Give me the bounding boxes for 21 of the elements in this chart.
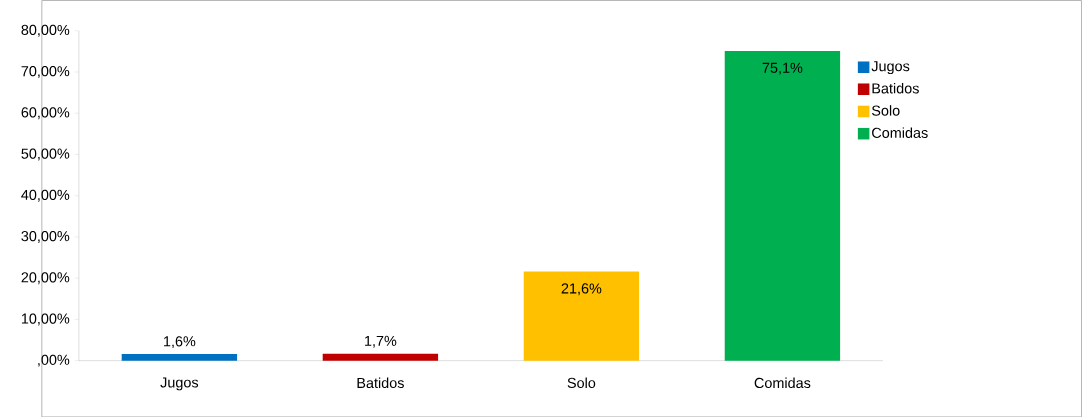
y-tick-label: 40,00% bbox=[21, 189, 70, 202]
y-tick-label: 60,00% bbox=[21, 107, 70, 119]
y-tick-label: 30,00% bbox=[21, 230, 70, 243]
y-tick-label: 80,00% bbox=[21, 24, 70, 37]
legend-label: Comidas bbox=[872, 127, 928, 138]
data-label: 1,6% bbox=[164, 335, 196, 348]
data-label: 1,7% bbox=[365, 335, 397, 348]
x-tick-label: Jugos bbox=[160, 377, 199, 391]
legend-label: Batidos bbox=[872, 82, 919, 94]
data-label: 21,6% bbox=[561, 283, 602, 296]
x-tick-label: Solo bbox=[567, 377, 596, 388]
y-tick-label: ,00% bbox=[38, 354, 70, 367]
y-tick-label: 70,00% bbox=[21, 65, 70, 78]
y-tick-label: 10,00% bbox=[21, 313, 70, 326]
y-tick-label: 20,00% bbox=[21, 272, 70, 284]
y-tick-label: 50,00% bbox=[21, 148, 70, 161]
data-label: 75,1% bbox=[762, 62, 803, 75]
legend-label: Jugos bbox=[871, 61, 910, 74]
legend-label: Solo bbox=[871, 104, 900, 116]
x-tick-label: Comidas bbox=[754, 377, 811, 388]
x-tick-label: Batidos bbox=[357, 377, 404, 388]
